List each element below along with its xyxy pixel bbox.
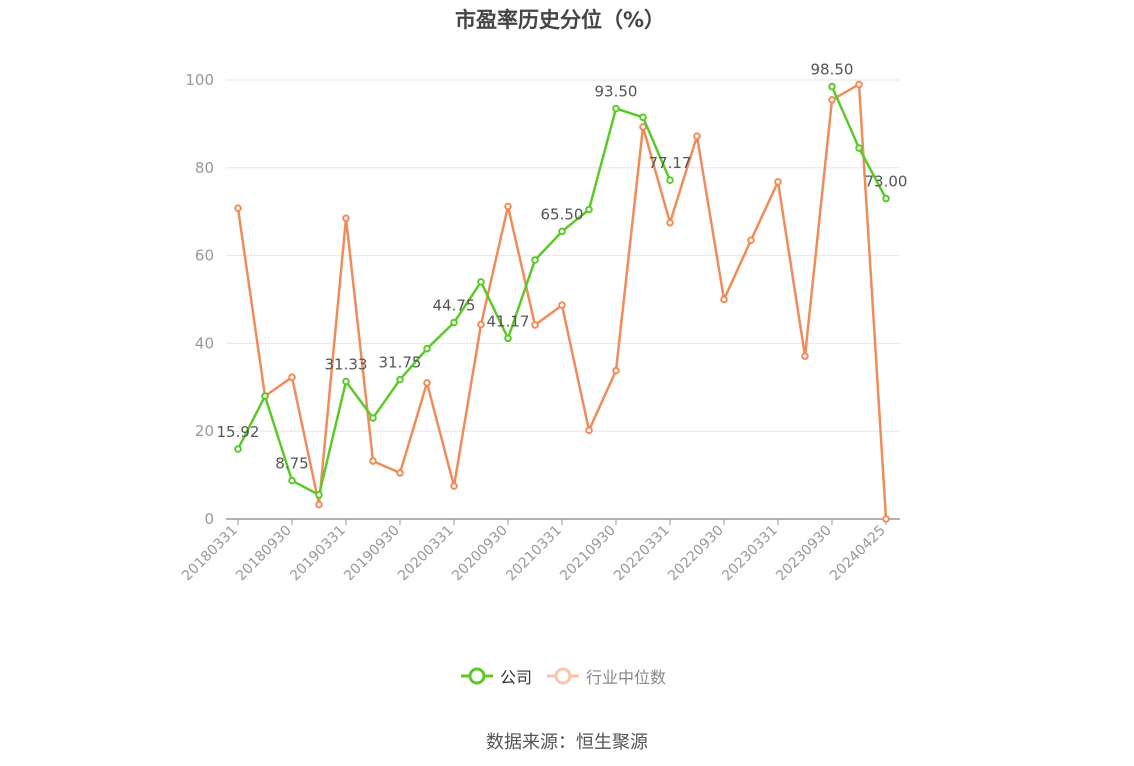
data-point [288,476,296,485]
source-note: 数据来源：恒生聚源 [486,732,648,753]
data-point [882,194,890,203]
data-point [585,205,593,214]
x-tick-label: 20220331 [611,523,673,585]
data-point [450,318,458,327]
data-point [585,426,593,435]
data-point [261,392,269,400]
x-tick-label: 20210331 [503,523,565,585]
y-axis: 0 20 40 60 80 100 [185,71,214,528]
x-tick-label: 20230930 [773,523,835,585]
x-tick-label: 20230331 [719,523,781,585]
data-point [531,321,539,329]
data-labels: 15.92 8.75 31.33 31.75 44.75 41.17 65.50 93.50 7… [217,61,908,473]
data-point [450,482,458,490]
data-point [666,176,674,185]
series-industry [234,80,890,523]
x-tick-label: 20200331 [395,523,457,585]
x-tick-label: 20220930 [665,523,727,585]
data-point [315,500,323,509]
data-point [504,334,512,343]
x-tick-label: 20210930 [557,523,619,585]
data-point [369,414,377,422]
x-tick-label: 20240425 [827,523,889,585]
data-label: 31.75 [379,354,422,372]
data-point [693,132,701,140]
data-point [855,144,863,152]
data-label: 65.50 [541,205,584,223]
data-point [396,469,404,477]
x-tick-label: 20180331 [179,523,241,585]
data-label: 41.17 [487,312,530,330]
data-label: 73.00 [865,173,908,191]
data-point [369,457,377,465]
y-tick-label: 60 [195,247,214,265]
data-point [342,214,350,223]
data-point [855,80,863,89]
data-label: 8.75 [275,455,308,473]
legend-industry-marker-icon [547,667,580,685]
data-point [504,202,512,211]
series-company [234,82,890,499]
x-tick-label: 20180930 [233,523,295,585]
legend-item-company[interactable]: 公司 [460,664,532,688]
chart-title: 市盈率历史分位（%） [454,8,666,32]
data-label: 77.17 [649,154,692,172]
y-tick-label: 40 [195,334,214,352]
data-point [477,320,485,329]
data-label: 98.50 [811,61,854,79]
data-point [774,178,782,186]
y-tick-label: 20 [195,422,214,440]
legend: 公司 行业中位数 [460,664,680,688]
data-point [801,352,809,360]
data-point [396,375,404,384]
x-tick-label: 20200930 [449,523,511,585]
y-tick-label: 0 [204,510,214,528]
series-layer [234,80,890,523]
x-axis: 2018033120180930201903312019093020200331… [179,518,900,585]
line-chart: 0 20 40 60 80 100 201803312018093020190331201… [179,61,908,585]
legend-company-marker-icon [461,667,493,685]
data-point [558,227,566,236]
data-point [288,373,296,382]
data-point [828,82,836,91]
data-point [639,113,647,122]
data-point [315,491,323,499]
legend-company-label: 公司 [500,668,533,687]
y-tick-label: 80 [195,159,214,177]
data-point [666,218,674,227]
data-point [234,445,242,453]
data-label: 15.92 [217,423,260,441]
data-point [234,204,242,212]
grid-lines [226,79,900,432]
data-point [720,295,728,304]
legend-industry-label: 行业中位数 [586,668,667,687]
x-tick-label: 20190331 [287,523,349,585]
data-label: 93.50 [595,83,638,101]
data-point [423,379,431,387]
data-point [342,377,350,386]
y-tick-label: 100 [185,71,214,89]
legend-item-industry[interactable]: 行业中位数 [546,664,666,688]
data-point [747,236,755,245]
data-point [558,301,566,310]
data-label: 31.33 [325,355,368,373]
data-point [531,256,539,264]
data-point [612,366,620,375]
data-point [423,344,431,353]
data-label: 44.75 [433,297,476,315]
data-point [612,104,620,113]
data-point [477,278,485,286]
x-tick-label: 20190930 [341,523,403,585]
data-point [828,95,836,104]
data-point [882,515,890,523]
